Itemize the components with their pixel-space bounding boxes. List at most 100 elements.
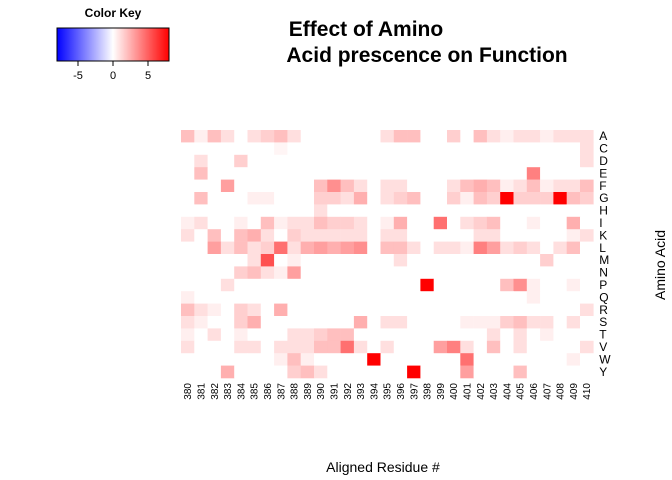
heatmap-cell-P-407 — [540, 278, 554, 292]
heatmap-cell-I-405 — [513, 216, 528, 230]
heatmap-cell-F-392 — [340, 179, 355, 193]
heatmap-cell-G-387 — [274, 192, 288, 205]
heatmap-cell-Y-392 — [340, 365, 355, 379]
heatmap-cell-P-397 — [407, 278, 421, 292]
heatmap-cell-I-408 — [553, 216, 567, 230]
heatmap-cell-C-393 — [353, 142, 368, 156]
heatmap-cell-D-400 — [447, 154, 461, 168]
heatmap-cell-D-398 — [420, 154, 434, 168]
heatmap-cell-Q-404 — [500, 291, 514, 304]
heatmap-cell-H-406 — [526, 204, 541, 218]
heatmap-cell-E-393 — [353, 167, 368, 180]
heatmap-cell-W-407 — [540, 353, 554, 366]
heatmap-cell-L-391 — [327, 241, 341, 255]
heatmap-cell-I-391 — [327, 216, 341, 230]
heatmap-cell-E-396 — [393, 167, 408, 180]
heatmap-cell-H-398 — [420, 204, 434, 218]
heatmap-cell-S-407 — [540, 316, 554, 329]
column-labels: 380 381 382 383 384 385 386 387 388 389 390 391 392 3… — [183, 383, 593, 400]
heatmap-cell-Q-399 — [433, 291, 448, 304]
heatmap-cell-Y-385 — [247, 365, 262, 379]
heatmap-cell-D-393 — [353, 154, 368, 168]
heatmap-cell-E-399 — [433, 167, 448, 180]
heatmap-cell-F-407 — [540, 179, 554, 193]
heatmap-cell-G-392 — [340, 192, 355, 205]
heatmap-cell-T-386 — [260, 328, 275, 342]
heatmap-cell-D-383 — [220, 154, 235, 168]
heatmap-cell-G-405 — [513, 192, 528, 205]
heatmap-cell-G-391 — [327, 192, 341, 205]
heatmap-cell-N-397 — [407, 266, 421, 280]
color-key-tick-label: -5 — [73, 70, 83, 82]
heatmap-cell-Y-406 — [526, 365, 541, 379]
heatmap-cell-K-385 — [247, 229, 262, 242]
row-label-D: D — [599, 154, 608, 168]
heatmap-cell-V-388 — [287, 340, 301, 354]
heatmap-cell-T-398 — [420, 328, 434, 342]
heatmap-cell-A-392 — [340, 130, 355, 143]
color-key-tick-label: 5 — [145, 70, 151, 82]
heatmap-cell-A-389 — [300, 130, 315, 143]
heatmap-cell-I-380 — [181, 216, 195, 230]
heatmap-cell-H-393 — [353, 204, 368, 218]
heatmap-cell-M-386 — [260, 254, 275, 267]
heatmap-cell-T-404 — [500, 328, 514, 342]
heatmap-cell-A-388 — [287, 130, 301, 143]
heatmap-cell-T-409 — [566, 328, 581, 342]
heatmap-cell-K-393 — [353, 229, 368, 242]
color-key-tick-label: 0 — [110, 70, 116, 82]
heatmap-cell-V-398 — [420, 340, 434, 354]
heatmap-cell-D-380 — [181, 154, 195, 168]
heatmap-cell-M-405 — [513, 254, 528, 267]
heatmap-cell-A-393 — [353, 130, 368, 143]
heatmap-cell-H-396 — [393, 204, 408, 218]
heatmap-cell-Q-386 — [260, 291, 275, 304]
heatmap-cell-N-389 — [300, 266, 315, 280]
heatmap-cell-L-396 — [393, 241, 408, 255]
heatmap-cell-F-395 — [380, 179, 395, 193]
heatmap-cell-H-407 — [540, 204, 554, 218]
heatmap-cell-D-388 — [287, 154, 301, 168]
heatmap-cell-K-403 — [486, 229, 501, 242]
heatmap-cell-F-402 — [473, 179, 488, 193]
column-label-396: 396 — [396, 383, 407, 400]
heatmap-cell-H-408 — [553, 204, 567, 218]
heatmap-cell-P-391 — [327, 278, 341, 292]
heatmap-cell-F-390 — [314, 179, 328, 193]
heatmap-cell-N-381 — [194, 266, 208, 280]
heatmap-cell-P-408 — [553, 278, 567, 292]
x-axis-title: Aligned Residue # — [326, 459, 440, 475]
heatmap-cell-M-396 — [393, 254, 408, 267]
heatmap-cell-S-398 — [420, 316, 434, 329]
column-label-384: 384 — [236, 383, 247, 400]
heatmap-cell-H-405 — [513, 204, 528, 218]
heatmap-cell-Y-382 — [207, 365, 222, 379]
heatmap-cell-Q-380 — [181, 291, 195, 304]
heatmap-cell-R-399 — [433, 303, 448, 317]
heatmap-cell-R-384 — [234, 303, 248, 317]
heatmap-cell-N-405 — [513, 266, 528, 280]
heatmap-cell-P-384 — [234, 278, 248, 292]
heatmap-cell-R-391 — [327, 303, 341, 317]
heatmap-cell-A-408 — [553, 130, 567, 143]
heatmap-cell-P-394 — [367, 278, 381, 292]
column-label-386: 386 — [263, 383, 274, 400]
heatmap-cell-W-390 — [314, 353, 328, 366]
heatmap-cell-E-403 — [486, 167, 501, 180]
heatmap-cell-S-385 — [247, 316, 262, 329]
heatmap-cell-E-410 — [580, 167, 594, 180]
heatmap-cell-P-398 — [420, 278, 434, 292]
heatmap-cell-Q-396 — [393, 291, 408, 304]
row-label-P: P — [599, 278, 607, 292]
heatmap-cell-H-385 — [247, 204, 262, 218]
heatmap-cell-G-386 — [260, 192, 275, 205]
heatmap-cell-E-397 — [407, 167, 421, 180]
heatmap-cell-I-398 — [420, 216, 434, 230]
heatmap-cell-C-384 — [234, 142, 248, 156]
heatmap-cell-D-382 — [207, 154, 222, 168]
heatmap-cell-K-401 — [460, 229, 474, 242]
heatmap-cell-L-383 — [220, 241, 235, 255]
heatmap-cell-E-392 — [340, 167, 355, 180]
heatmap-cell-F-394 — [367, 179, 381, 193]
heatmap-cell-A-385 — [247, 130, 262, 143]
